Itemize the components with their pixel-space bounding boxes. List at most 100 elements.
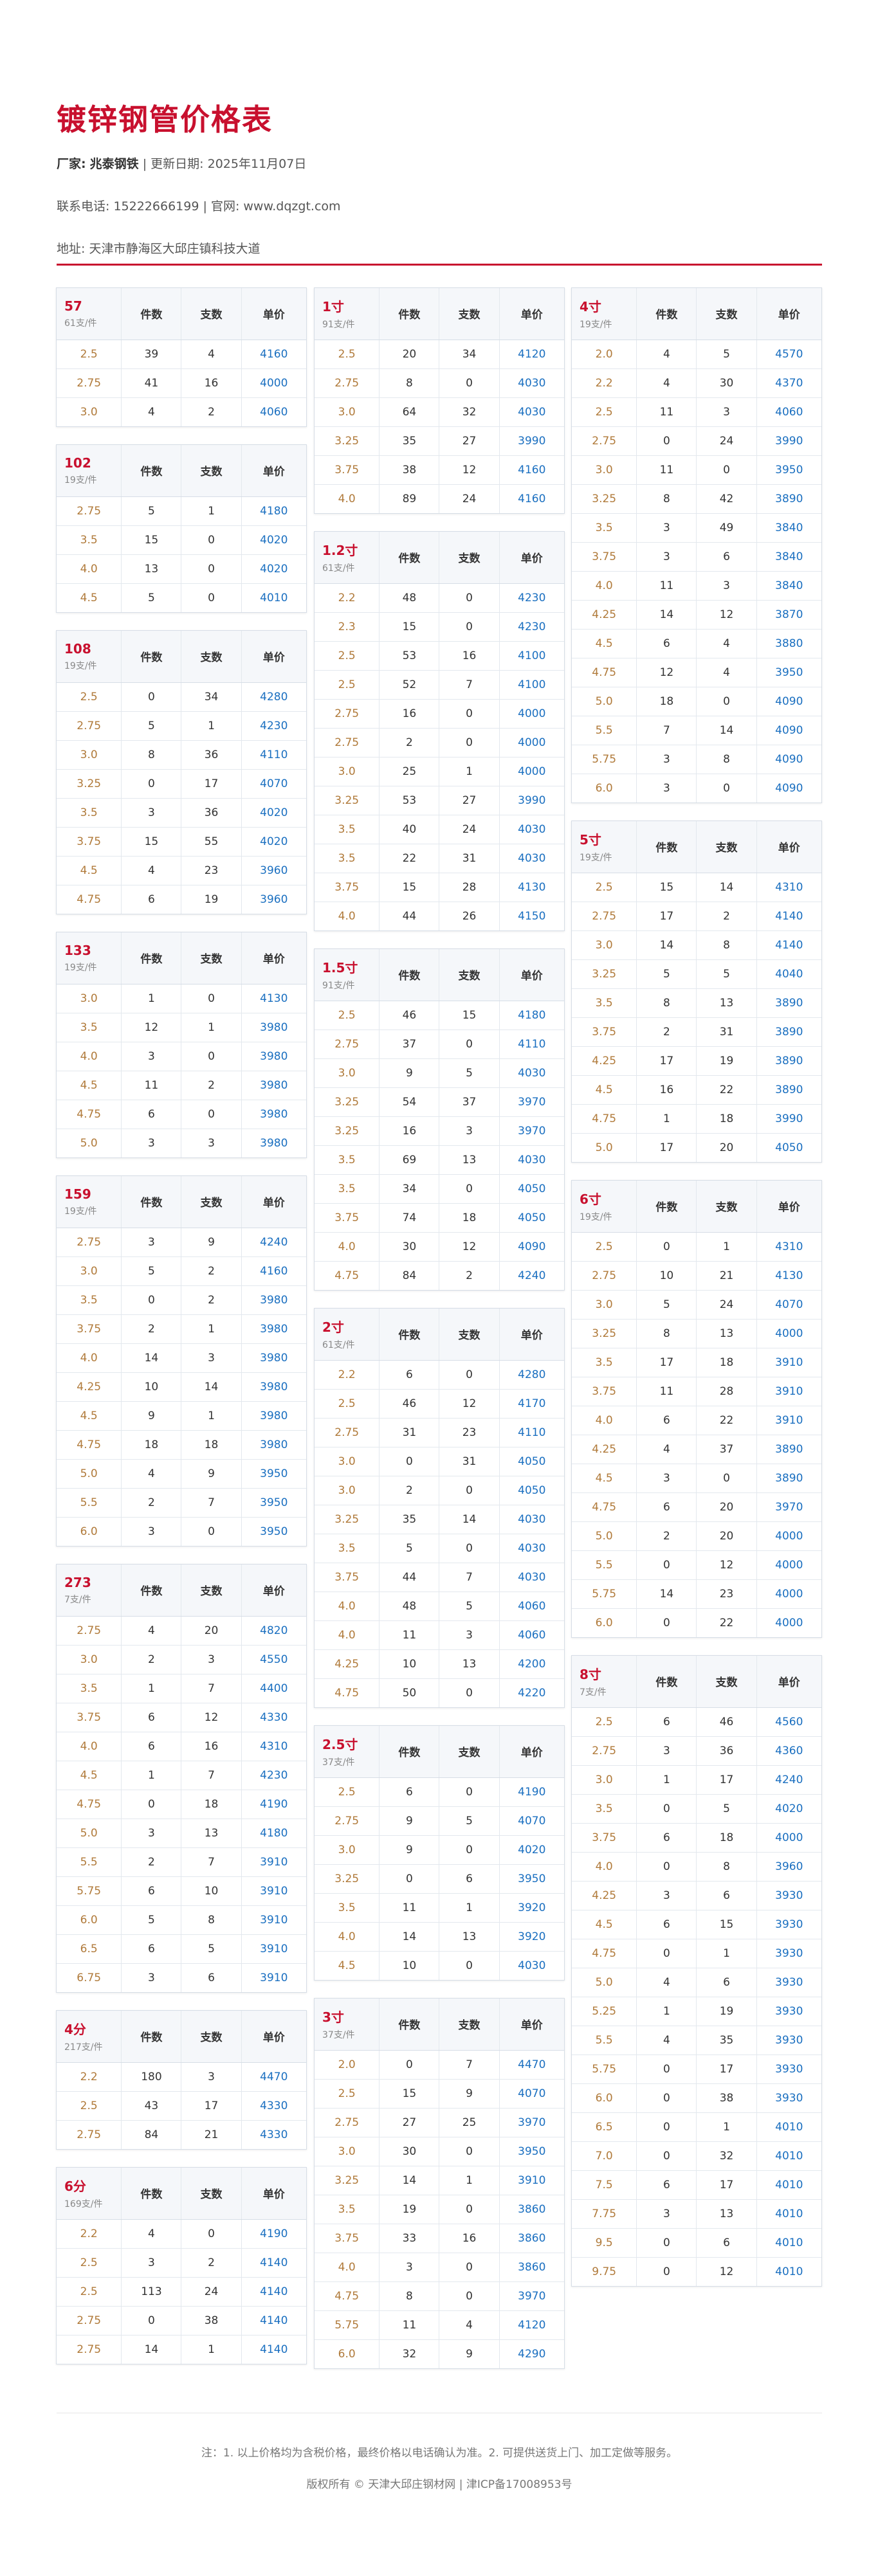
table-row: 5.5 0 12 4000 — [572, 1550, 821, 1579]
pieces-per-bundle: 37支/件 — [322, 1757, 355, 1768]
price-cell: 4220 — [498, 1678, 564, 1707]
thickness-cell: 7.5 — [572, 2170, 637, 2199]
qty-cell: 6 — [121, 1876, 181, 1905]
count-cell: 5 — [439, 1806, 500, 1835]
price-cell: 4010 — [756, 2141, 821, 2170]
price-header: 单价 — [241, 288, 306, 340]
price-cell: 4090 — [756, 773, 821, 803]
factory-label: 厂家: — [57, 157, 86, 171]
price-cell: 3930 — [756, 1967, 821, 1997]
price-cell: 4070 — [241, 768, 306, 798]
table-row: 4.0 3 0 3860 — [315, 2252, 564, 2281]
qty-header: 件数 — [121, 932, 181, 984]
price-cell: 4100 — [498, 640, 564, 670]
qty-cell: 18 — [636, 686, 697, 716]
thickness-cell: 2.75 — [572, 1736, 637, 1765]
qty-cell: 37 — [379, 1029, 439, 1058]
thickness-cell: 6.0 — [57, 1516, 122, 1546]
qty-cell: 5 — [379, 1533, 439, 1563]
count-cell: 31 — [696, 1017, 757, 1046]
count-cell: 12 — [181, 1702, 242, 1732]
table-row: 6.5 0 1 4010 — [572, 2112, 821, 2141]
qty-cell: 2 — [121, 1487, 181, 1517]
table-row: 4.5 16 22 3890 — [572, 1075, 821, 1104]
thickness-cell: 3.0 — [57, 739, 122, 769]
qty-cell: 3 — [636, 2199, 697, 2228]
thickness-cell: 3.0 — [572, 1289, 637, 1319]
thickness-cell: 7.75 — [572, 2199, 637, 2228]
count-cell: 1 — [181, 1314, 242, 1343]
price-cell: 3930 — [756, 2025, 821, 2054]
count-cell: 1 — [696, 1231, 757, 1261]
count-cell: 20 — [696, 1132, 757, 1162]
count-cell: 5 — [696, 1793, 757, 1823]
qty-cell: 34 — [379, 1174, 439, 1203]
thickness-cell: 5.75 — [315, 2310, 380, 2339]
thickness-cell: 4.75 — [572, 657, 637, 687]
qty-cell: 1 — [121, 1760, 181, 1790]
site-link[interactable]: www.dqzgt.com — [243, 199, 341, 213]
price-header: 单价 — [498, 1726, 564, 1778]
qty-cell: 14 — [379, 1921, 439, 1951]
table-row: 2.75 5 1 4180 — [57, 496, 306, 525]
price-cell: 4100 — [498, 669, 564, 699]
qty-cell: 4 — [636, 1434, 697, 1464]
count-cell: 0 — [439, 1359, 500, 1389]
thickness-cell: 3.0 — [572, 455, 637, 484]
thickness-cell: 2.5 — [315, 669, 380, 699]
qty-cell: 8 — [636, 988, 697, 1017]
table-row: 4.0 30 12 4090 — [315, 1231, 564, 1261]
count-cell: 2 — [696, 901, 757, 930]
price-cell: 3890 — [756, 1075, 821, 1104]
price-cell: 4030 — [498, 1504, 564, 1534]
price-cell: 3910 — [241, 1905, 306, 1934]
pieces-per-bundle: 19支/件 — [64, 962, 97, 973]
count-cell: 3 — [181, 1343, 242, 1372]
table-row: 4.25 17 19 3890 — [572, 1046, 821, 1075]
pieces-per-bundle: 91支/件 — [322, 981, 355, 992]
count-cell: 12 — [696, 2256, 757, 2286]
price-cell: 3980 — [241, 1012, 306, 1042]
pieces-per-bundle: 61支/件 — [322, 1340, 355, 1351]
thickness-cell: 3.5 — [315, 1892, 380, 1922]
count-header: 支数 — [439, 1726, 500, 1778]
price-cell: 3980 — [241, 1041, 306, 1071]
count-cell: 36 — [696, 1736, 757, 1765]
table-row: 4.5 9 1 3980 — [57, 1401, 306, 1430]
update-date: 2025年11月07日 — [207, 157, 307, 171]
thickness-cell: 3.5 — [57, 1673, 122, 1703]
phone-value[interactable]: 15222666199 — [113, 199, 199, 213]
count-cell: 21 — [696, 1260, 757, 1290]
thickness-cell: 4.0 — [315, 484, 380, 513]
thickness-cell: 5.0 — [572, 1132, 637, 1162]
table-row: 2.0 0 7 4470 — [315, 2049, 564, 2079]
pieces-per-bundle: 19支/件 — [580, 1212, 612, 1223]
price-cell: 4190 — [498, 1777, 564, 1806]
table-row: 3.5 15 0 4020 — [57, 525, 306, 554]
count-cell: 13 — [439, 1649, 500, 1678]
spec-header: 1.2寸 61支/件 — [315, 532, 380, 584]
table-row: 4.0 0 8 3960 — [572, 1851, 821, 1881]
qty-cell: 40 — [379, 814, 439, 844]
qty-cell: 4 — [636, 1967, 697, 1997]
count-header: 支数 — [696, 288, 757, 340]
table-row: 2.75 17 2 4140 — [572, 901, 821, 930]
count-cell: 9 — [181, 1458, 242, 1488]
qty-cell: 84 — [379, 1260, 439, 1290]
qty-cell: 35 — [379, 426, 439, 455]
qty-cell: 4 — [636, 339, 697, 368]
count-cell: 3 — [439, 1116, 500, 1145]
spec-header: 108 19支/件 — [57, 631, 122, 683]
qty-cell: 15 — [379, 872, 439, 902]
thickness-cell: 2.5 — [315, 339, 380, 368]
count-cell: 9 — [181, 1227, 242, 1256]
price-cell: 4140 — [241, 2334, 306, 2364]
spec-header: 5寸 19支/件 — [572, 821, 637, 873]
table-row: 2.75 8 0 4030 — [315, 368, 564, 397]
spec-header: 8寸 7支/件 — [572, 1656, 637, 1708]
spec-size: 159 — [64, 1186, 91, 1202]
table-row: 4.25 14 12 3870 — [572, 599, 821, 629]
qty-header: 件数 — [636, 288, 697, 340]
table-row: 7.0 0 32 4010 — [572, 2141, 821, 2170]
count-cell: 2 — [181, 1070, 242, 1100]
